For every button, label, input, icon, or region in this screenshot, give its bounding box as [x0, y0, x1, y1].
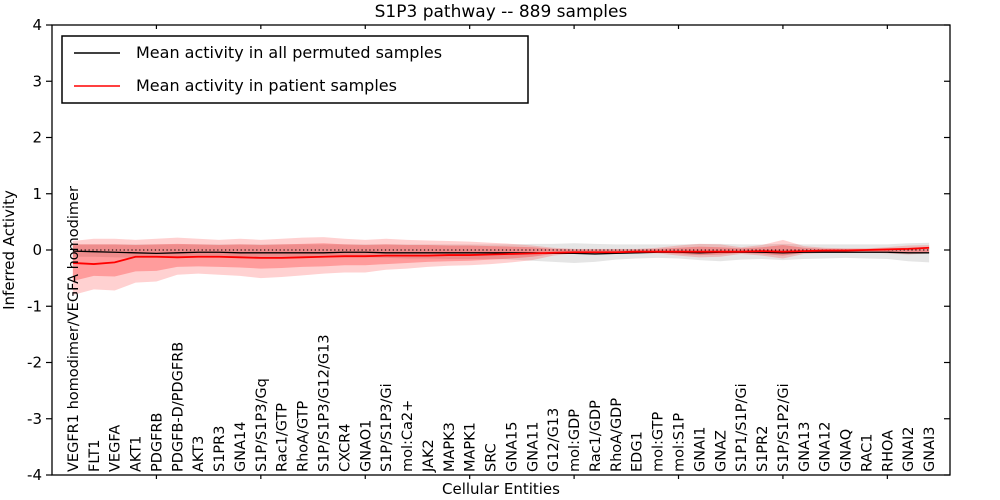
x-tick-label: AKT1 [129, 436, 145, 472]
x-tick-label: S1PR3 [212, 426, 228, 472]
axes-layer: 4 3 2 1 0 -1 -2 -3 -4 [27, 16, 951, 484]
x-tick-labels-layer: VEGFR1 homodimer/VEGFA homodimer FLT1 VEGF… [66, 186, 938, 473]
x-tick-label: G12/G13 [546, 408, 562, 472]
y-tick-label: 4 [32, 16, 42, 34]
x-tick-label: GNA13 [797, 422, 813, 472]
x-tick-label: S1P/S1P3/G12/G13 [316, 334, 332, 472]
x-tick-label: GNAO1 [358, 420, 374, 472]
x-tick-label: CXCR4 [337, 424, 353, 472]
x-tick-label: RhoA/GDP [609, 398, 625, 472]
y-tick-label: -1 [27, 297, 42, 315]
x-tick-label: mol:S1P [672, 413, 688, 472]
x-tick-label: GNAI2 [901, 426, 917, 472]
x-tick-label: RAC1 [859, 433, 875, 472]
x-tick-label: MAPK3 [442, 422, 458, 472]
x-tick-label: RhoA/GTP [296, 400, 312, 472]
x-tick-label: mol:Ca2+ [400, 400, 416, 472]
chart-title: S1P3 pathway -- 889 samples [375, 2, 628, 22]
y-tick-label: 2 [32, 129, 42, 147]
x-tick-label: VEGFA [108, 425, 124, 472]
series-line-patient [72, 246, 930, 265]
x-tick-label: GNAI1 [692, 426, 708, 472]
y-tick-label: 0 [32, 241, 42, 259]
y-tick-label: -2 [27, 354, 42, 372]
x-tick-label: PDGFB-D/PDGFRB [170, 342, 186, 472]
x-tick-label: mol:GDP [567, 409, 583, 472]
series-line-permuted [72, 250, 930, 255]
y-axis-label: Inferred Activity [0, 190, 18, 310]
x-tick-label: JAK2 [421, 439, 437, 473]
legend: Mean activity in all permuted samples Me… [61, 35, 529, 104]
x-tick-label: FLT1 [87, 439, 103, 472]
x-tick-label: S1PR2 [755, 426, 771, 472]
x-tick-label: GNAZ [713, 430, 729, 472]
x-tick-label: S1P/S1P3/Gi [379, 383, 395, 472]
legend-label-patient: Mean activity in patient samples [136, 76, 397, 95]
y-tick-label: -3 [27, 410, 42, 428]
lines-layer [72, 246, 930, 265]
x-tick-label: GNA11 [525, 422, 541, 472]
x-tick-label: S1P1/S1P/Gi [734, 383, 750, 472]
x-axis-label: Cellular Entities [442, 480, 560, 498]
x-tick-label: PDGFRB [149, 412, 165, 472]
x-tick-label: EDG1 [630, 431, 646, 472]
x-tick-label: RHOA [880, 430, 896, 472]
x-tick-label: SRC [484, 443, 500, 472]
y-tick-label: -4 [27, 466, 42, 484]
bands-layer [72, 237, 930, 295]
x-tick-label: GNAI3 [922, 426, 938, 472]
x-tick-label: Rac1/GDP [588, 400, 604, 472]
x-tick-label: VEGFR1 homodimer/VEGFA homodimer [66, 186, 82, 472]
y-tick-label: 1 [32, 185, 42, 203]
legend-box [61, 35, 529, 104]
x-tick-label: GNA12 [818, 422, 834, 472]
x-tick-label: GNA14 [233, 422, 249, 472]
x-tick-label: S1P/S1P3/Gq [254, 378, 270, 472]
x-tick-label: GNA15 [504, 422, 520, 472]
x-tick-label: S1P/S1P2/Gi [776, 383, 792, 472]
y-tick-label: 3 [32, 72, 42, 90]
x-tick-label: GNAQ [839, 429, 855, 472]
x-tick-label: AKT3 [191, 436, 207, 472]
x-tick-label: Rac1/GTP [275, 403, 291, 472]
x-tick-label: MAPK1 [463, 422, 479, 472]
x-tick-label: mol:GTP [651, 412, 667, 472]
legend-label-permuted: Mean activity in all permuted samples [136, 43, 442, 62]
